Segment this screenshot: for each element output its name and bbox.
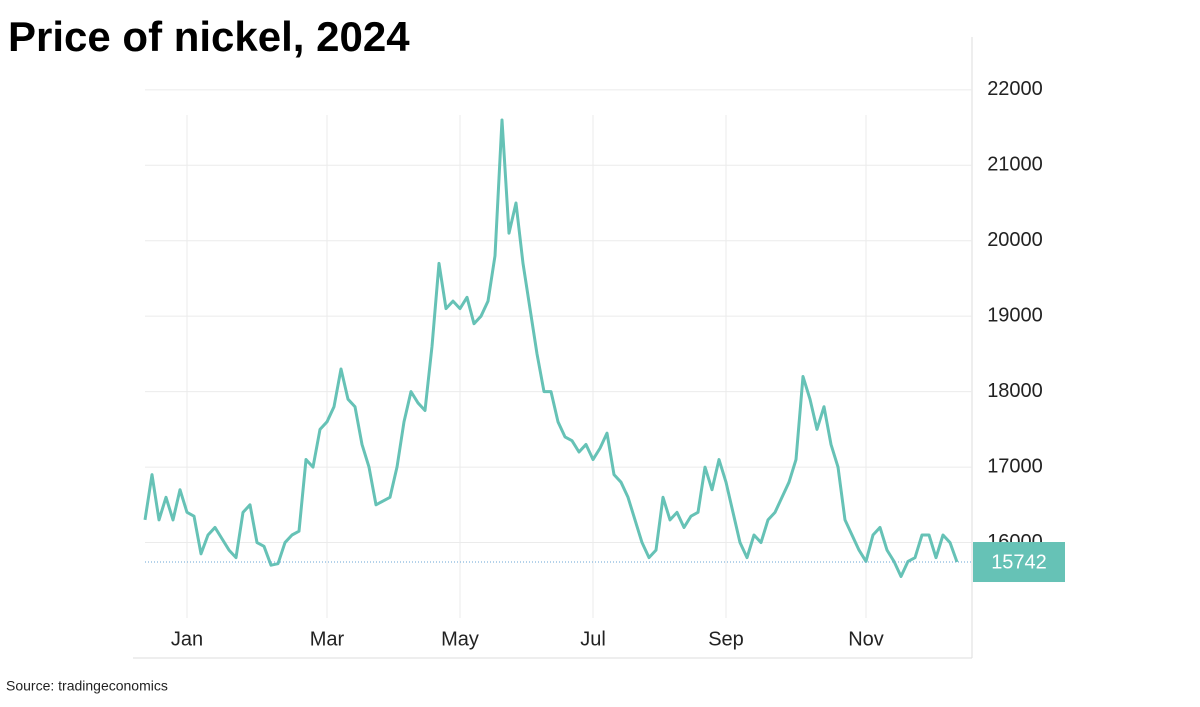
price-line (143, 118, 959, 578)
last-value-box (973, 542, 1065, 583)
y-tick-label: 21000 (987, 154, 1043, 176)
x-tick-label: Jul (580, 628, 606, 650)
y-tick-label: 18000 (987, 380, 1043, 402)
x-tick-label: May (441, 628, 479, 650)
y-tick-label: 19000 (987, 304, 1043, 326)
y-tick-label: 20000 (987, 229, 1043, 251)
x-tick-label: Sep (708, 628, 744, 650)
source: Source: tradingeconomics (6, 678, 168, 694)
x-tick-label: Nov (848, 628, 884, 650)
y-tick-label: 17000 (987, 455, 1043, 477)
chart-title: Price of nickel, 2024 (8, 13, 410, 60)
last-value-label: 15742 (991, 551, 1047, 573)
x-tick-label: Mar (310, 628, 345, 650)
x-tick-label: Jan (171, 628, 203, 650)
y-tick-label: 22000 (987, 78, 1043, 100)
